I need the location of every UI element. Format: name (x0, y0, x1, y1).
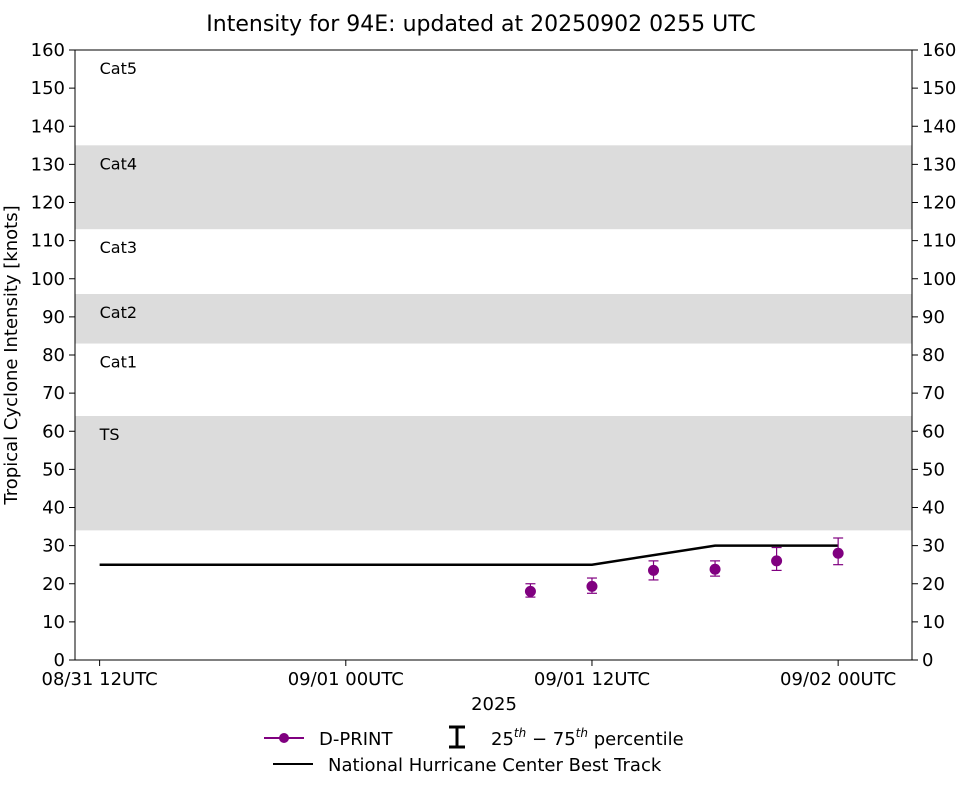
y-axis-right: 0 10 20 30 40 50 60 70 80 90 100 110 120 130 140 150 160 (912, 40, 956, 671)
y-tick-label-left: 150 (31, 78, 65, 99)
best-track-series (99, 544, 839, 566)
band-cat2 (75, 294, 912, 344)
y-tick-label-left: 10 (42, 612, 65, 633)
y-tick-label-left: 50 (42, 459, 65, 480)
legend-besttrack-label: National Hurricane Center Best Track (328, 755, 662, 776)
dprint-series (524, 537, 844, 598)
band-label-cat2: Cat2 (100, 303, 137, 322)
y-tick-label-right: 120 (922, 193, 956, 214)
y-axis-label: Tropical Cyclone Intensity [knots] (1, 205, 22, 505)
y-tick-label-right: 140 (922, 116, 956, 137)
dprint-marker (648, 564, 660, 576)
y-tick-label-right: 20 (922, 574, 945, 595)
x-tick-label: 08/31 12UTC (42, 669, 158, 690)
y-tick-label-right: 160 (922, 40, 956, 61)
y-tick-label-right: 150 (922, 78, 956, 99)
plot-frame (74, 49, 913, 661)
dprint-marker (586, 580, 598, 592)
dprint-marker (832, 547, 844, 559)
y-tick-label-left: 70 (42, 383, 65, 404)
y-tick-label-right: 130 (922, 154, 956, 175)
y-tick-label-right: 10 (922, 612, 945, 633)
y-tick-label-right: 30 (922, 536, 945, 557)
x-tick-label: 09/01 12UTC (534, 669, 650, 690)
y-tick-label-left: 30 (42, 536, 65, 557)
y-tick-label-left: 40 (42, 498, 65, 519)
y-tick-label-left: 20 (42, 574, 65, 595)
y-axis-left: 0 10 20 30 40 50 60 70 80 90 100 110 120 130 140 150 160 (31, 40, 75, 671)
y-tick-label-right: 100 (922, 269, 956, 290)
band-ts (75, 416, 912, 531)
band-label-cat1: Cat1 (100, 353, 137, 372)
y-tick-label-left: 0 (54, 650, 65, 671)
y-tick-label-left: 130 (31, 154, 65, 175)
y-tick-label-left: 110 (31, 231, 65, 252)
legend-dprint-marker (279, 733, 289, 743)
band-label-cat4: Cat4 (100, 154, 137, 173)
dprint-point (524, 583, 536, 598)
y-tick-label-left: 60 (42, 421, 65, 442)
y-tick-label-left: 90 (42, 307, 65, 328)
dprint-point (771, 546, 783, 572)
legend-dprint-label: D-PRINT (319, 729, 393, 750)
legend-percentile-label: 25th − 75th percentile (491, 726, 684, 750)
y-tick-label-left: 140 (31, 116, 65, 137)
dprint-marker (771, 555, 783, 567)
category-band-labels: TS Cat1 Cat2 Cat3 Cat4 Cat5 (99, 59, 137, 444)
y-tick-label-right: 60 (922, 421, 945, 442)
y-tick-label-right: 40 (922, 498, 945, 519)
chart-title: Intensity for 94E: updated at 20250902 0… (206, 12, 755, 37)
y-tick-label-left: 80 (42, 345, 65, 366)
y-tick-label-right: 0 (922, 650, 933, 671)
dprint-marker (524, 585, 536, 597)
band-cat4 (75, 145, 912, 230)
x-tick-label: 09/02 00UTC (780, 669, 896, 690)
y-tick-label-right: 110 (922, 231, 956, 252)
x-tick-label: 09/01 00UTC (288, 669, 404, 690)
band-label-cat5: Cat5 (100, 59, 137, 78)
dprint-point (709, 560, 721, 577)
x-axis: 08/31 12UTC 09/01 00UTC 09/01 12UTC 09/02 0… (42, 660, 896, 690)
y-tick-label-right: 50 (922, 459, 945, 480)
y-tick-label-left: 160 (31, 40, 65, 61)
y-tick-label-left: 120 (31, 193, 65, 214)
band-label-ts: TS (99, 425, 120, 444)
y-tick-label-right: 80 (922, 345, 945, 366)
legend-errorbar-icon (449, 725, 465, 749)
dprint-point (586, 577, 598, 594)
legend: D-PRINT 25th − 75th percentile National … (264, 725, 684, 776)
x-axis-label: 2025 (471, 694, 517, 715)
y-tick-label-left: 100 (31, 269, 65, 290)
dprint-point (648, 560, 660, 581)
dprint-point (832, 537, 844, 566)
y-tick-label-right: 70 (922, 383, 945, 404)
band-label-cat3: Cat3 (100, 238, 137, 257)
category-bands (75, 145, 912, 531)
best-track-line (99, 544, 839, 566)
y-tick-label-right: 90 (922, 307, 945, 328)
dprint-marker (709, 563, 721, 575)
